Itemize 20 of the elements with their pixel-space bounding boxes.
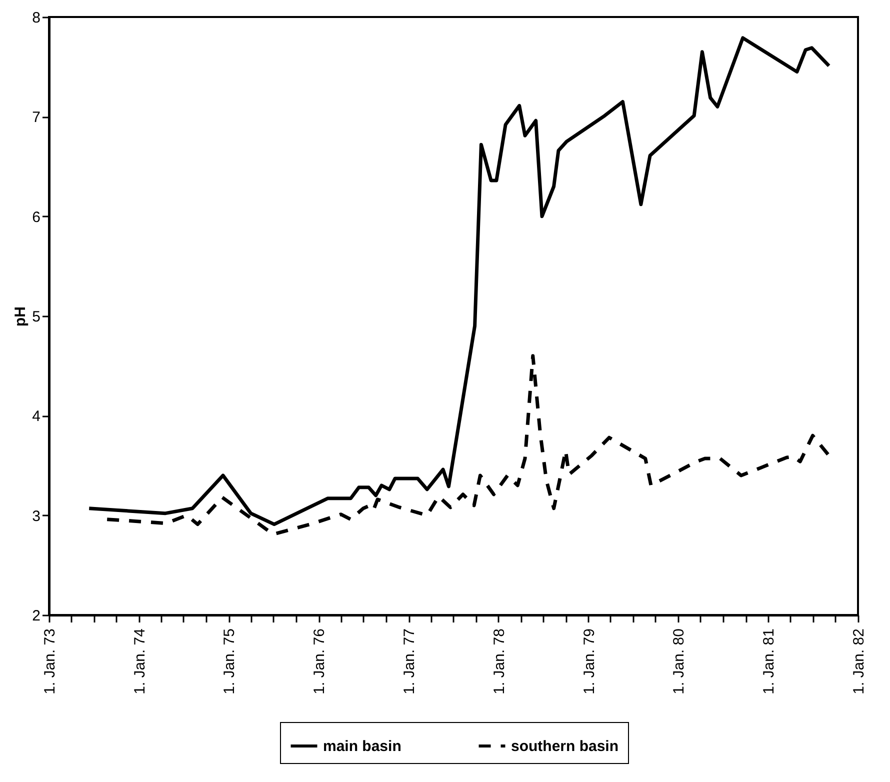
x-tick-label: 1. Jan. 82 [850, 628, 868, 694]
x-tick-label: 1. Jan. 79 [580, 628, 598, 694]
y-tick-label: 8 [32, 10, 40, 26]
x-tick-label: 1. Jan. 78 [490, 628, 508, 694]
x-tick-label: 1. Jan. 73 [42, 628, 58, 694]
y-tick-label: 4 [32, 408, 40, 426]
x-tick-label: 1. Jan. 76 [311, 628, 328, 694]
y-tick-label: 7 [32, 109, 40, 126]
legend-label: main basin [323, 738, 402, 755]
x-tick-label: 1. Jan. 81 [760, 628, 778, 694]
y-axis-title: pH [12, 306, 30, 326]
y-tick-label: 3 [32, 508, 40, 525]
y-tick-label: 2 [32, 608, 40, 624]
x-tick-label: 1. Jan. 74 [131, 628, 148, 694]
x-tick-label: 1. Jan. 80 [670, 628, 688, 694]
legend-label: southern basin [511, 738, 619, 755]
y-tick-label: 5 [32, 308, 40, 326]
y-tick-label: 6 [32, 208, 40, 226]
x-tick-label: 1. Jan. 75 [221, 628, 238, 694]
x-tick-label: 1. Jan. 77 [401, 628, 418, 694]
